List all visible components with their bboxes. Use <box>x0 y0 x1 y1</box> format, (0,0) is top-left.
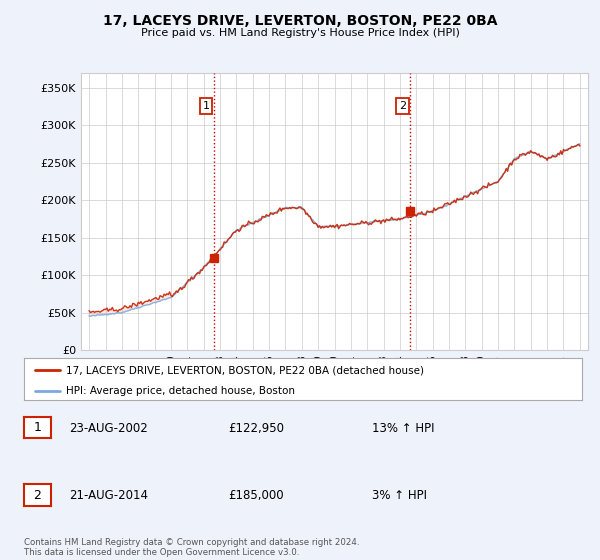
Text: 23-AUG-2002: 23-AUG-2002 <box>69 422 148 435</box>
Text: 17, LACEYS DRIVE, LEVERTON, BOSTON, PE22 0BA: 17, LACEYS DRIVE, LEVERTON, BOSTON, PE22… <box>103 14 497 28</box>
Text: 1: 1 <box>34 421 41 435</box>
Text: 13% ↑ HPI: 13% ↑ HPI <box>372 422 434 435</box>
Text: 2: 2 <box>34 488 41 502</box>
Text: 21-AUG-2014: 21-AUG-2014 <box>69 489 148 502</box>
Text: Contains HM Land Registry data © Crown copyright and database right 2024.
This d: Contains HM Land Registry data © Crown c… <box>24 538 359 557</box>
Text: £185,000: £185,000 <box>228 489 284 502</box>
Text: Price paid vs. HM Land Registry's House Price Index (HPI): Price paid vs. HM Land Registry's House … <box>140 28 460 38</box>
Text: 17, LACEYS DRIVE, LEVERTON, BOSTON, PE22 0BA (detached house): 17, LACEYS DRIVE, LEVERTON, BOSTON, PE22… <box>66 365 424 375</box>
Text: 3% ↑ HPI: 3% ↑ HPI <box>372 489 427 502</box>
Text: 1: 1 <box>202 101 209 111</box>
Text: HPI: Average price, detached house, Boston: HPI: Average price, detached house, Bost… <box>66 386 295 396</box>
Text: 2: 2 <box>398 101 406 111</box>
Text: £122,950: £122,950 <box>228 422 284 435</box>
